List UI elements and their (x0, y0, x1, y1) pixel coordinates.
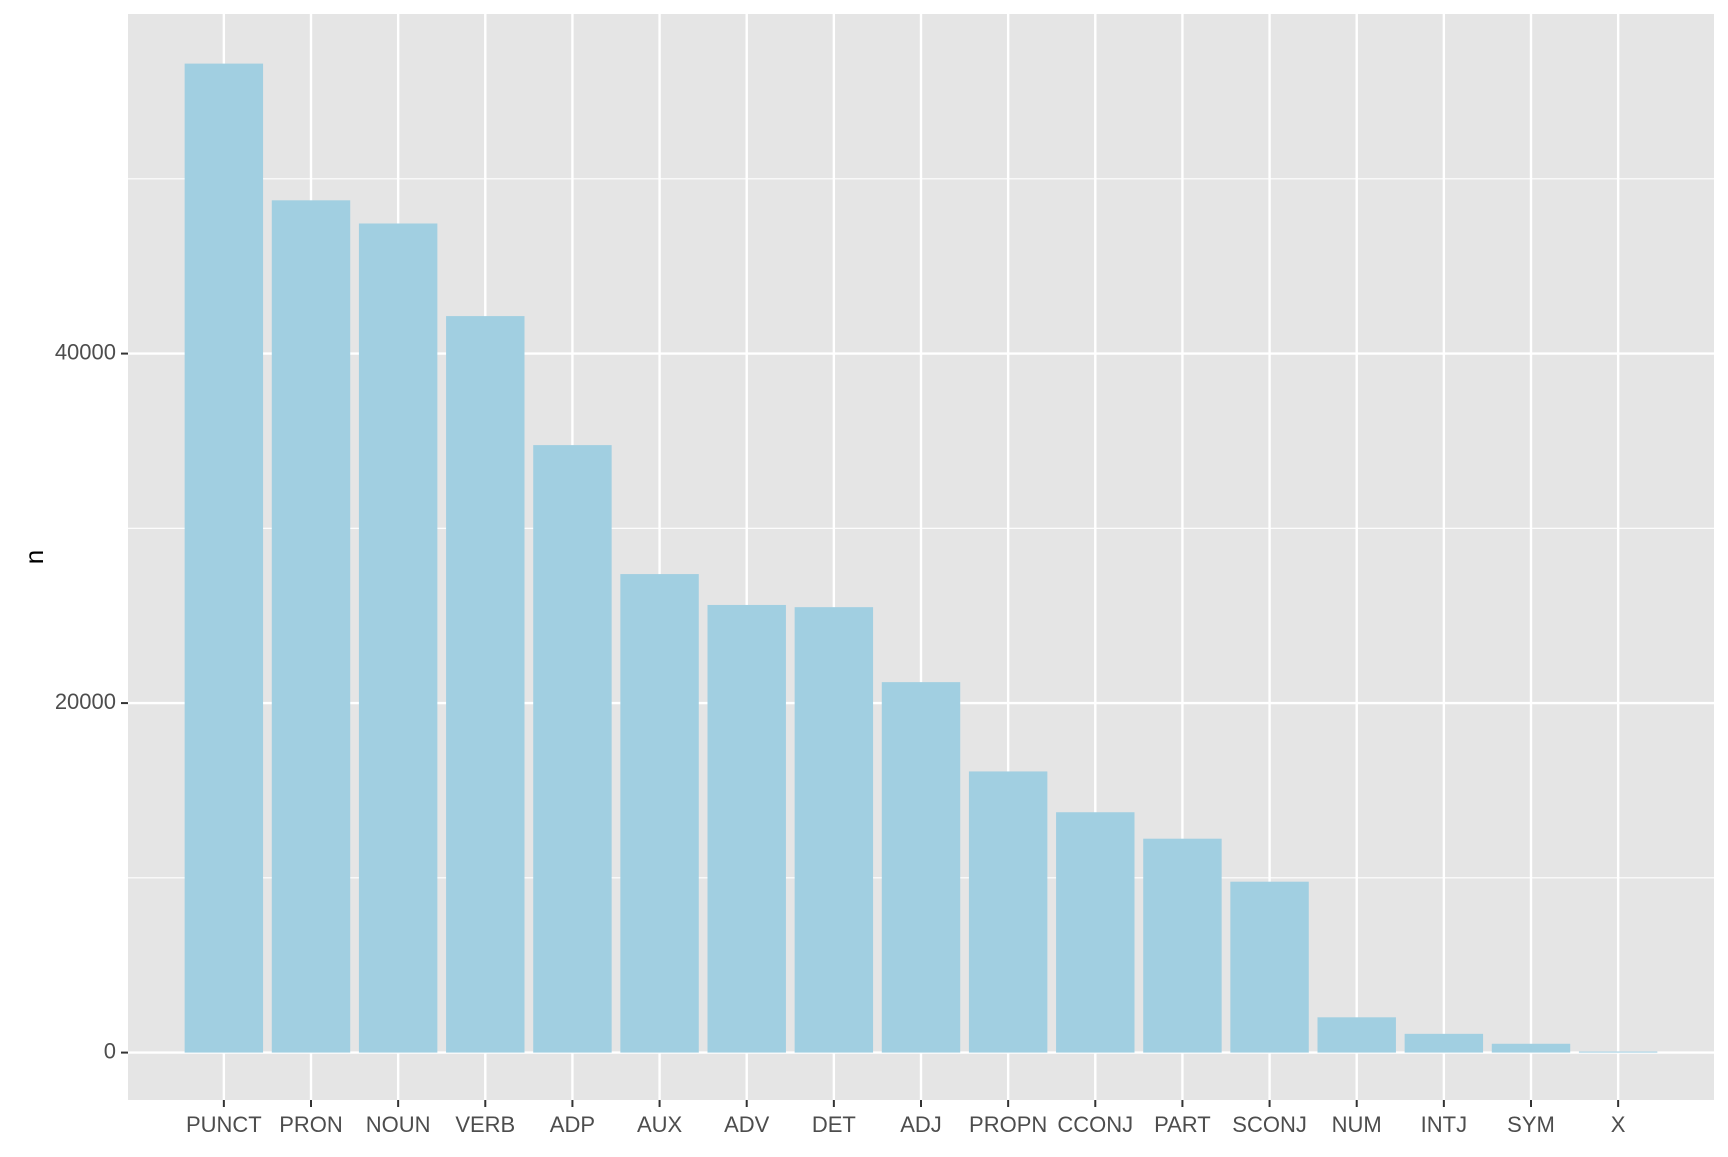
bar (881, 682, 961, 1053)
x-tick-label: VERB (455, 1112, 515, 1137)
bar (184, 63, 264, 1053)
bar (1230, 881, 1309, 1053)
bar (533, 445, 612, 1053)
bar (1143, 838, 1222, 1053)
x-tick-label: ADJ (900, 1112, 942, 1137)
x-tick-label: PUNCT (186, 1112, 262, 1137)
bars (184, 63, 1658, 1053)
x-tick-label: ADV (724, 1112, 770, 1137)
x-tick-label: PROPN (969, 1112, 1047, 1137)
bar (968, 771, 1048, 1053)
y-tick-label: 20000 (55, 689, 116, 714)
bar (1578, 1051, 1658, 1053)
x-tick-label: PRON (279, 1112, 343, 1137)
x-tick-label: SYM (1507, 1112, 1555, 1137)
x-tick-label: SCONJ (1232, 1112, 1307, 1137)
bar (1404, 1033, 1484, 1053)
bar (794, 607, 874, 1053)
bar (707, 604, 786, 1053)
bar (1491, 1043, 1571, 1053)
bar (1056, 812, 1135, 1053)
x-tick-label: CCONJ (1057, 1112, 1133, 1137)
bar (620, 574, 699, 1053)
bar (1317, 1017, 1396, 1053)
x-tick-label: NOUN (366, 1112, 431, 1137)
axes: 0 20000 40000 PUNCT PRON NOUN VERB ADP AUX ADV DET… (55, 339, 1626, 1136)
x-tick-label: AUX (637, 1112, 683, 1137)
bar (446, 316, 525, 1053)
x-tick-label: X (1611, 1112, 1626, 1137)
y-axis-title: n (19, 550, 49, 564)
x-tick-label: PART (1154, 1112, 1211, 1137)
y-tick-label: 0 (104, 1038, 116, 1063)
y-tick-label: 40000 (55, 339, 116, 364)
x-tick-label: ADP (550, 1112, 595, 1137)
x-tick-label: INTJ (1421, 1112, 1467, 1137)
bar (271, 200, 351, 1053)
x-tick-label: DET (812, 1112, 856, 1137)
x-tick-label: NUM (1332, 1112, 1382, 1137)
bar (358, 223, 438, 1053)
